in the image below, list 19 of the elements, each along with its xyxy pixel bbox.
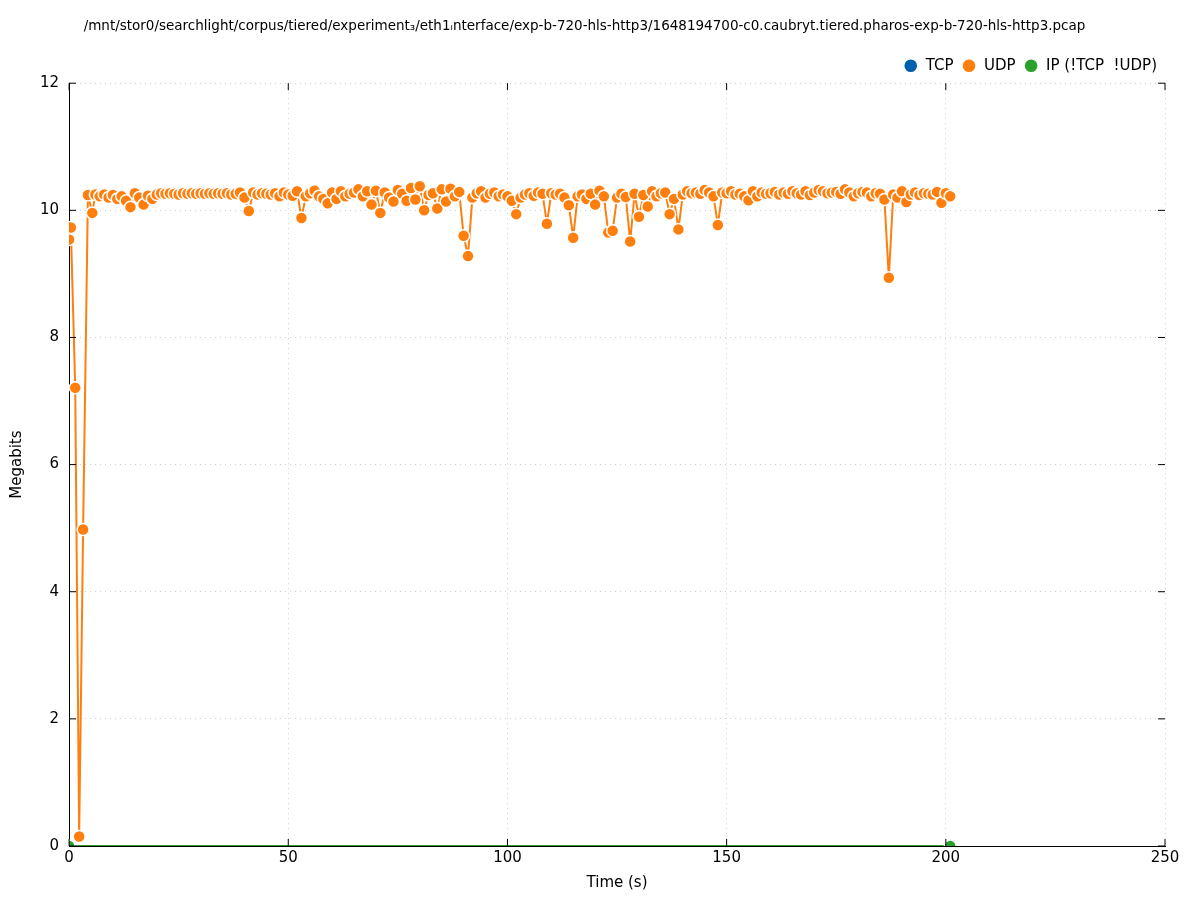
y-tick-label: 4: [49, 581, 60, 600]
x-tick-label: 100: [493, 847, 522, 866]
y-tick-label: 12: [39, 73, 60, 92]
x-tick-label: 200: [931, 847, 961, 866]
y-axis-title: Megabits: [6, 430, 25, 499]
x-tick-label: 50: [278, 847, 298, 866]
legend-label: TCP: [924, 55, 954, 74]
legend-label: UDP: [984, 55, 1016, 74]
x-axis-title: Time (s): [585, 872, 648, 891]
chart-title: /mnt/stor0/searchlight/corpus/tiered/experiment₃/eth1ᵢnterface/exp-b-720-hls-http3/1648194700-c0.caubryt.tiered.pharos-exp-b-720-hls-http3.pcap: [83, 16, 1086, 33]
y-tick-label: 6: [49, 454, 60, 473]
x-tick-label: 150: [712, 847, 741, 866]
y-tick-label: 0: [49, 835, 60, 854]
x-tick-label: 0: [64, 847, 74, 866]
y-tick-label: 10: [39, 200, 60, 219]
x-tick-label: 250: [1150, 847, 1180, 866]
legend-label: IP (!TCP !UDP): [1046, 55, 1158, 74]
y-tick-label: 2: [49, 708, 60, 727]
y-tick-label: 8: [49, 327, 60, 346]
